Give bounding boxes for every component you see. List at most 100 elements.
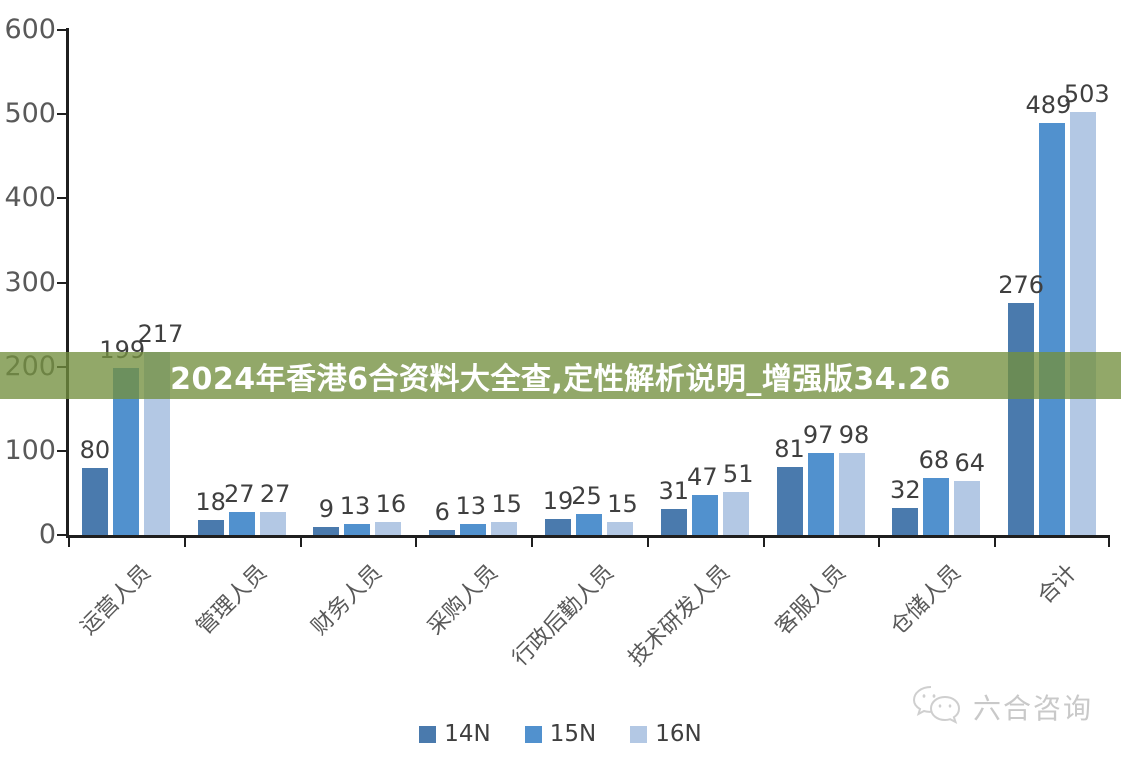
bar <box>1070 112 1097 535</box>
value-label: 51 <box>722 460 754 488</box>
value-label: 217 <box>137 320 184 348</box>
bar <box>491 522 518 535</box>
bar <box>838 453 865 535</box>
value-label: 68 <box>918 446 950 474</box>
value-label: 9 <box>318 495 335 523</box>
category-label: 财务人员 <box>307 560 388 641</box>
chart-legend: 14N 15N 16N <box>0 716 1121 752</box>
y-tick <box>57 281 66 284</box>
value-label: 503 <box>1063 80 1110 108</box>
bar <box>313 527 340 535</box>
bar <box>197 520 224 535</box>
value-label: 15 <box>491 490 522 518</box>
bar <box>344 524 371 535</box>
legend-item: 15N <box>524 721 597 747</box>
value-label: 489 <box>1025 91 1072 119</box>
x-tick <box>646 538 649 547</box>
value-label: 13 <box>339 492 371 520</box>
value-label: 27 <box>223 480 255 508</box>
y-tick-label: 100 <box>4 434 56 466</box>
legend-label: 15N <box>549 721 597 747</box>
bar <box>923 478 950 535</box>
y-tick-label: 600 <box>4 14 56 45</box>
overlay-banner: 2024年香港6合资料大全查,定性解析说明_增强版34.26 <box>0 352 1121 399</box>
bar <box>954 481 981 535</box>
bar <box>429 530 456 535</box>
value-label: 27 <box>259 480 291 508</box>
watermark: 六合咨询 <box>911 684 1093 730</box>
value-label: 80 <box>79 436 111 464</box>
category-label: 仓储人员 <box>886 560 967 641</box>
bar <box>1039 123 1066 535</box>
bar <box>460 524 487 535</box>
wechat-icon <box>911 684 963 730</box>
bar <box>81 468 108 535</box>
category-label: 客服人员 <box>770 560 851 641</box>
y-tick <box>57 449 66 452</box>
x-tick <box>762 538 765 547</box>
value-label: 13 <box>455 492 487 520</box>
legend-swatch <box>419 725 437 743</box>
category-label: 运营人员 <box>75 560 156 641</box>
legend-label: 14N <box>444 721 491 747</box>
value-label: 18 <box>195 488 226 516</box>
value-label: 81 <box>774 435 805 463</box>
bar <box>776 467 803 535</box>
legend-item: 14N <box>419 721 491 747</box>
bar <box>607 522 633 535</box>
value-label: 15 <box>607 490 638 518</box>
x-tick <box>183 538 186 547</box>
value-label: 19 <box>542 487 574 515</box>
category-label: 行政后勤人员 <box>507 560 619 672</box>
value-label: 16 <box>375 490 407 518</box>
value-label: 98 <box>838 421 870 449</box>
bar <box>1008 303 1035 535</box>
legend-swatch <box>524 725 542 743</box>
x-tick <box>415 538 418 547</box>
legend-label: 16N <box>655 721 702 747</box>
x-tick <box>531 538 534 547</box>
category-label: 技术研发人员 <box>623 560 735 672</box>
value-label: 25 <box>571 482 602 510</box>
x-tick <box>299 538 302 547</box>
bar <box>660 509 687 535</box>
y-tick-label: 0 <box>38 519 56 550</box>
value-label: 97 <box>802 421 834 449</box>
bar <box>545 519 571 535</box>
y-tick-label: 300 <box>4 266 56 298</box>
value-label: 64 <box>954 449 986 477</box>
y-tick-label: 400 <box>4 182 56 214</box>
category-label: 采购人员 <box>423 560 504 641</box>
x-tick <box>1108 538 1110 547</box>
bar <box>375 522 402 535</box>
watermark-brand: 六合咨询 <box>972 692 1093 725</box>
category-label: 合计 <box>1033 560 1083 610</box>
bar <box>576 514 602 535</box>
legend-item: 16N <box>630 721 702 747</box>
value-label: 276 <box>998 271 1045 299</box>
bar <box>691 495 718 535</box>
x-tick <box>994 538 997 547</box>
y-tick <box>57 29 66 31</box>
value-label: 6 <box>434 498 450 526</box>
value-label: 31 <box>658 477 690 505</box>
legend-swatch <box>630 725 648 743</box>
bar <box>228 512 255 535</box>
y-tick-label: 500 <box>4 98 56 130</box>
bar <box>259 512 286 535</box>
y-tick <box>57 113 66 116</box>
y-tick <box>57 534 66 536</box>
bar <box>722 492 749 535</box>
banner-title: 2024年香港6合资料大全查,定性解析说明_增强版34.26 <box>170 361 951 397</box>
bar <box>807 453 834 535</box>
value-label: 47 <box>687 463 718 491</box>
value-label: 32 <box>890 476 921 504</box>
x-tick <box>878 538 881 547</box>
x-axis <box>66 535 1110 538</box>
category-label: 管理人员 <box>191 560 272 641</box>
y-tick <box>57 197 66 200</box>
bar <box>892 508 919 535</box>
x-tick <box>68 538 70 547</box>
y-axis <box>66 28 69 538</box>
